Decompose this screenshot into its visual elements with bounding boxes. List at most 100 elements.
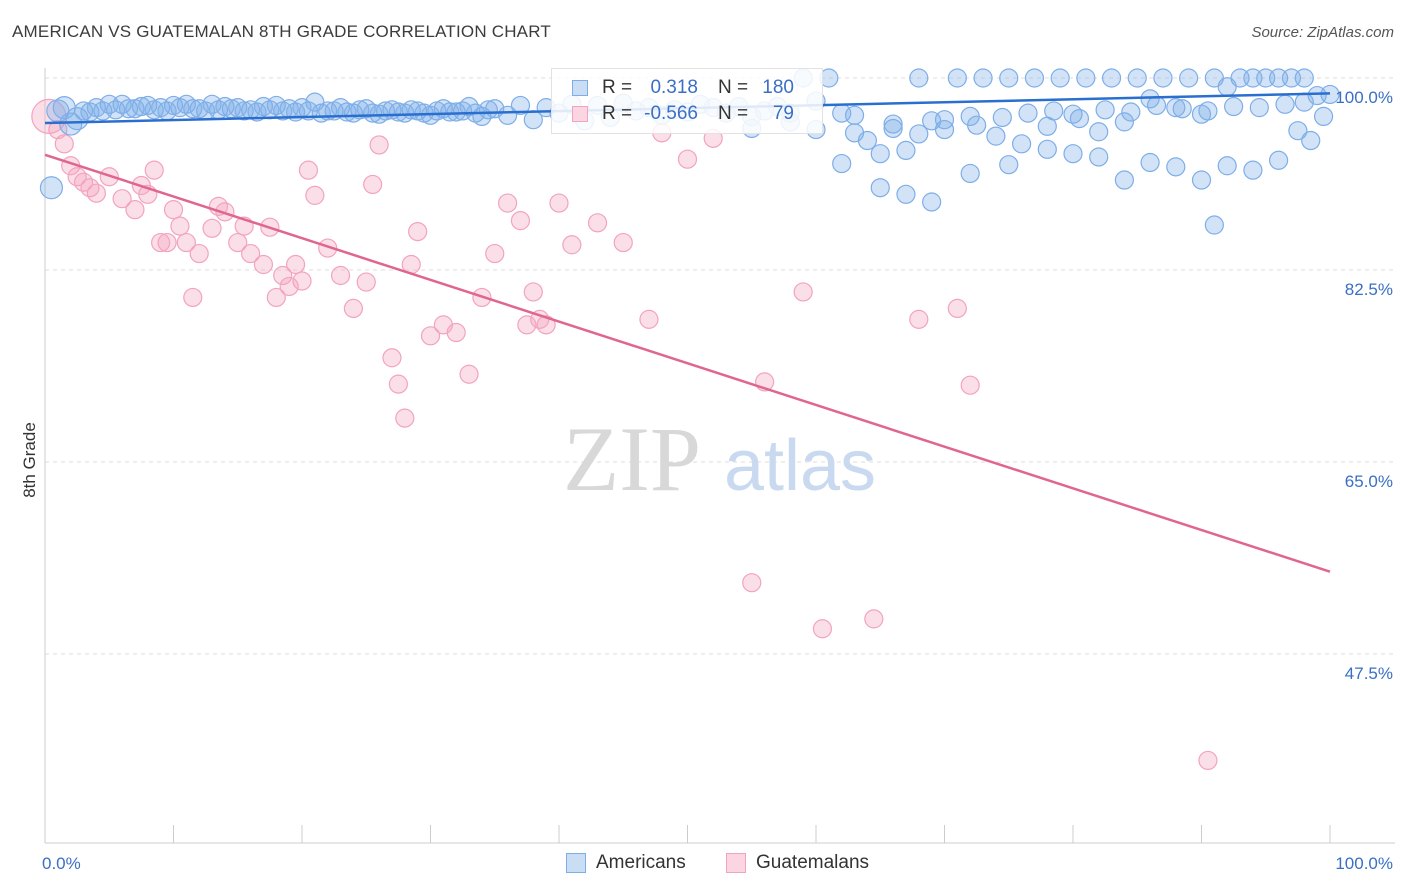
american-point (1114, 170, 1135, 190)
guatemalan-point (369, 135, 389, 155)
legend-row-americans: R = 0.318 N = 180 (572, 77, 794, 99)
american-point (1288, 121, 1308, 141)
guatemalan-point (285, 254, 306, 275)
american-point (52, 96, 76, 120)
american-point (39, 176, 64, 200)
guatemalan-point (170, 216, 190, 236)
american-point (1166, 157, 1186, 177)
american-point (844, 105, 865, 125)
chart-title: AMERICAN VS GUATEMALAN 8TH GRADE CORRELA… (12, 22, 551, 41)
guatemalan-point (864, 609, 884, 629)
guatemalan-point (112, 189, 132, 209)
american-point (999, 68, 1019, 88)
american-point (1313, 106, 1334, 127)
american-point (510, 95, 531, 116)
american-point (1204, 215, 1224, 235)
legend-swatch-americans (572, 80, 588, 96)
american-point (857, 130, 878, 151)
guatemalan-point (909, 309, 929, 329)
american-point (992, 107, 1012, 128)
american-point (960, 163, 980, 184)
correlation-legend: R = 0.318 N = 180 R = -0.566 N = 79 (551, 68, 823, 134)
legend-n-value: 79 (772, 103, 794, 124)
guatemalan-point (510, 211, 531, 231)
guatemalan-point (215, 202, 235, 222)
guatemalan-point (144, 160, 164, 180)
american-point (1011, 134, 1032, 154)
american-point (1089, 147, 1109, 167)
y-tick-label: 47.5% (1345, 664, 1393, 683)
y-tick-label: 82.5% (1345, 280, 1393, 299)
american-point (896, 184, 916, 204)
american-point (1114, 112, 1135, 132)
series-guatemalans (31, 98, 1218, 771)
american-point (967, 115, 987, 135)
guatemalan-point (812, 619, 833, 639)
guatemalan-point (183, 287, 203, 308)
american-point (934, 119, 955, 140)
guatemalan-point (446, 322, 466, 343)
grid-lines (45, 77, 1395, 655)
guatemalan-point (947, 298, 967, 318)
x-tick-label: 100.0% (1335, 854, 1393, 873)
legend-n-value: 180 (762, 77, 794, 98)
guatemalan-point (549, 193, 569, 213)
american-point (973, 68, 993, 88)
legend-r-label: R = (602, 77, 633, 98)
legend-label-americans: Americans (596, 852, 686, 873)
american-point (1121, 102, 1141, 122)
guatemalan-point (587, 213, 608, 233)
guatemalan-point (1198, 750, 1218, 771)
guatemalan-point (202, 218, 222, 238)
american-point (1069, 108, 1090, 129)
american-point (870, 178, 890, 198)
watermark: ZIP atlas (563, 408, 876, 510)
axes (44, 68, 1395, 844)
american-point (1076, 68, 1096, 88)
american-point (1095, 100, 1115, 120)
american-point (1127, 68, 1147, 88)
legend-label-guatemalans: Guatemalans (756, 852, 870, 873)
guatemalan-point (363, 174, 383, 195)
guatemalan-point (742, 573, 762, 593)
legend-n-label: N = (718, 77, 749, 98)
y-tick-label: 65.0% (1345, 472, 1393, 491)
american-point (1050, 68, 1070, 88)
legend-item-americans[interactable]: Americans (566, 852, 686, 874)
trend-line-guatemalans (44, 153, 1331, 573)
legend-swatch-guatemalans (572, 106, 588, 122)
guatemalan-point (395, 408, 415, 428)
american-point (1179, 68, 1199, 88)
legend-item-guatemalans[interactable]: Guatemalans (726, 852, 869, 874)
guatemalan-point (163, 200, 184, 220)
guatemalan-point (253, 254, 274, 275)
american-point (870, 144, 890, 164)
american-point (947, 68, 967, 88)
guatemalan-point (54, 134, 74, 154)
american-point (1024, 68, 1045, 88)
guatemalan-point (793, 282, 813, 302)
american-point (896, 140, 916, 161)
american-point (1140, 152, 1160, 173)
guatemalan-point (86, 183, 107, 203)
guatemalan-point (151, 232, 171, 253)
american-point (1198, 101, 1218, 121)
american-point (883, 114, 903, 134)
guatemalan-point (639, 309, 659, 329)
american-point (986, 126, 1006, 146)
guatemalan-point (125, 200, 145, 220)
guatemalan-point (266, 287, 286, 308)
american-point (1275, 94, 1295, 114)
guatemalan-point (176, 232, 196, 253)
guatemalan-point (388, 374, 408, 394)
guatemalan-point (189, 243, 209, 264)
guatemalan-point (298, 160, 319, 180)
american-point (1044, 101, 1064, 121)
american-point (1294, 92, 1314, 112)
guatemalan-point (356, 272, 376, 292)
legend-r-label: R = (602, 103, 633, 124)
american-point (1217, 156, 1237, 176)
american-point (999, 155, 1019, 175)
american-point (1249, 98, 1269, 118)
